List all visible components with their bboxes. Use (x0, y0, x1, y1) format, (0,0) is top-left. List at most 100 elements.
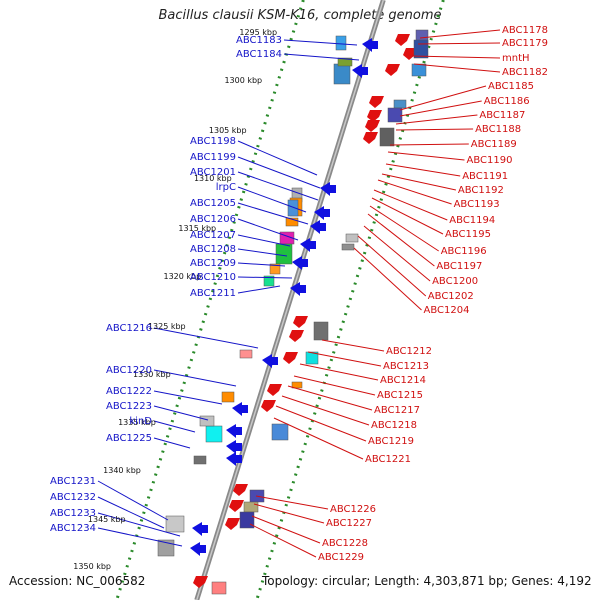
left-gene-label: ABC1205 (190, 198, 236, 209)
left-leader (237, 248, 288, 257)
right-gene-label: ABC1213 (383, 361, 429, 372)
left-leader (237, 171, 319, 201)
reverse-gene-block (291, 381, 303, 389)
right-gene-label: ABC1185 (488, 81, 534, 92)
right-leader (273, 417, 364, 460)
left-leader (237, 234, 291, 247)
tick-label: 1315 kbp (178, 224, 216, 233)
reverse-gene-chevron (363, 132, 378, 144)
forward-gene-arrow (226, 424, 242, 438)
left-leader (237, 276, 293, 279)
right-leader (363, 225, 431, 282)
right-dot-line (255, 0, 445, 600)
reverse-gene-block (393, 99, 407, 109)
forward-gene-block (221, 391, 235, 403)
right-leader (385, 163, 461, 177)
reverse-gene-block (243, 501, 259, 513)
forward-gene-block (239, 349, 253, 359)
right-gene-label: ABC1219 (368, 436, 414, 447)
left-leader (237, 262, 286, 267)
right-leader (353, 247, 422, 311)
reverse-gene-chevron (395, 34, 410, 46)
tick-label: 1330 kbp (133, 370, 171, 379)
left-gene-label: kinD (129, 416, 152, 427)
right-gene-label: ABC1192 (458, 185, 504, 196)
right-gene-label: ABC1218 (371, 420, 417, 431)
right-leader (367, 213, 435, 267)
right-gene-label: ABC1187 (479, 110, 525, 121)
right-leader (381, 173, 457, 191)
forward-gene-block (193, 455, 207, 465)
reverse-gene-block (211, 581, 227, 595)
tick-label: 1340 kbp (103, 466, 141, 475)
right-gene-label: ABC1191 (462, 171, 508, 182)
forward-gene-block (205, 425, 223, 443)
left-gene-label: ABC1199 (190, 152, 236, 163)
left-gene-label: ABC1201 (190, 167, 236, 178)
left-leader (97, 527, 183, 547)
reverse-gene-chevron (229, 500, 244, 512)
reverse-gene-block (387, 107, 403, 123)
forward-gene-arrow (300, 238, 316, 252)
right-gene-label: ABC1202 (428, 291, 474, 302)
left-gene-label: ABC1222 (106, 386, 152, 397)
forward-gene-arrow (320, 182, 336, 196)
reverse-gene-block (411, 63, 427, 77)
forward-gene-arrow (226, 452, 242, 466)
right-leader (395, 114, 478, 125)
kbp-ticks: 1295 kbp 1300 kbp 1305 kbp 1310 kbp 1315 kbp… (73, 28, 277, 571)
forward-gene-arrow (310, 220, 326, 234)
forward-gene-block (335, 35, 347, 51)
right-gene-label: ABC1186 (484, 96, 530, 107)
right-leader (275, 405, 367, 442)
right-gene-label: ABC1193 (454, 199, 500, 210)
left-leader (97, 480, 169, 521)
right-gene-label: ABC1189 (471, 139, 517, 150)
left-gene-label: ABC1232 (50, 492, 96, 503)
forward-gene-block (269, 263, 281, 275)
label-leader-lines (97, 29, 501, 558)
forward-gene-arrow (190, 542, 206, 556)
right-gene-label: ABC1182 (502, 67, 548, 78)
right-gene-label: ABC1217 (374, 405, 420, 416)
left-gene-label: ABC1231 (50, 476, 96, 487)
right-gene-label: ABC1200 (432, 276, 478, 287)
reverse-gene-chevron (233, 484, 248, 496)
left-leader (97, 512, 181, 537)
forward-gene-block (333, 63, 351, 85)
right-leader (281, 395, 370, 426)
right-gene-label: ABC1226 (330, 504, 376, 515)
left-gene-label: ABC1216 (106, 323, 152, 334)
tick-label: 1305 kbp (209, 126, 247, 135)
right-gene-label: ABC1215 (377, 390, 423, 401)
forward-gene-arrow (290, 282, 306, 296)
reverse-gene-chevron (225, 518, 240, 530)
right-leader (253, 503, 325, 524)
right-gene-label: ABC1196 (441, 246, 487, 257)
forward-gene-block (285, 217, 299, 227)
right-gene-label: ABC1214 (380, 375, 426, 386)
left-leader (97, 496, 165, 529)
right-gene-label: ABC1197 (436, 261, 482, 272)
right-leader (249, 523, 317, 558)
forward-gene-arrow (292, 256, 308, 270)
right-gene-label: ABC1190 (467, 155, 513, 166)
tick-label: 1300 kbp (224, 76, 262, 85)
left-gene-label: ABC1206 (190, 214, 236, 225)
left-gene-label: ABC1223 (106, 401, 152, 412)
reverse-gene-block (379, 127, 395, 147)
accession-text: Accession: NC_006582 (9, 574, 146, 588)
forward-gene-arrow (262, 354, 278, 368)
right-leader (417, 42, 501, 45)
left-gene-label: ABC1234 (50, 523, 96, 534)
right-leader (307, 351, 382, 367)
left-gene-label: ABC1210 (190, 272, 236, 283)
tick-label: 1295 kbp (239, 28, 277, 37)
right-leader (373, 189, 448, 221)
forward-gene-arrow (314, 206, 330, 220)
left-leader (237, 140, 318, 176)
left-leader (237, 202, 309, 225)
right-leader (413, 63, 501, 73)
forward-gene-arrow (192, 522, 208, 536)
